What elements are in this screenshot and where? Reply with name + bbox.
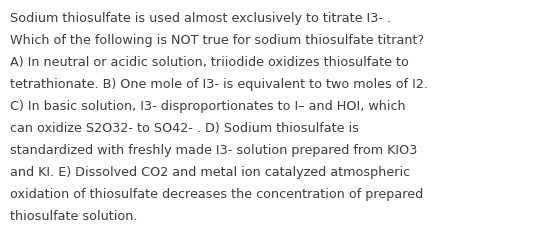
Text: Which of the following is NOT true for sodium thiosulfate titrant?: Which of the following is NOT true for s… xyxy=(10,34,424,47)
Text: Sodium thiosulfate is used almost exclusively to titrate I3- .: Sodium thiosulfate is used almost exclus… xyxy=(10,12,391,25)
Text: standardized with freshly made I3- solution prepared from KIO3: standardized with freshly made I3- solut… xyxy=(10,144,417,156)
Text: oxidation of thiosulfate decreases the concentration of prepared: oxidation of thiosulfate decreases the c… xyxy=(10,187,424,200)
Text: thiosulfate solution.: thiosulfate solution. xyxy=(10,209,137,222)
Text: can oxidize S2O32- to SO42- . D) Sodium thiosulfate is: can oxidize S2O32- to SO42- . D) Sodium … xyxy=(10,122,359,134)
Text: C) In basic solution, I3- disproportionates to I– and HOI, which: C) In basic solution, I3- disproportiona… xyxy=(10,100,406,112)
Text: and KI. E) Dissolved CO2 and metal ion catalyzed atmospheric: and KI. E) Dissolved CO2 and metal ion c… xyxy=(10,165,410,178)
Text: tetrathionate. B) One mole of I3- is equivalent to two moles of I2.: tetrathionate. B) One mole of I3- is equ… xyxy=(10,78,428,91)
Text: A) In neutral or acidic solution, triiodide oxidizes thiosulfate to: A) In neutral or acidic solution, triiod… xyxy=(10,56,409,69)
